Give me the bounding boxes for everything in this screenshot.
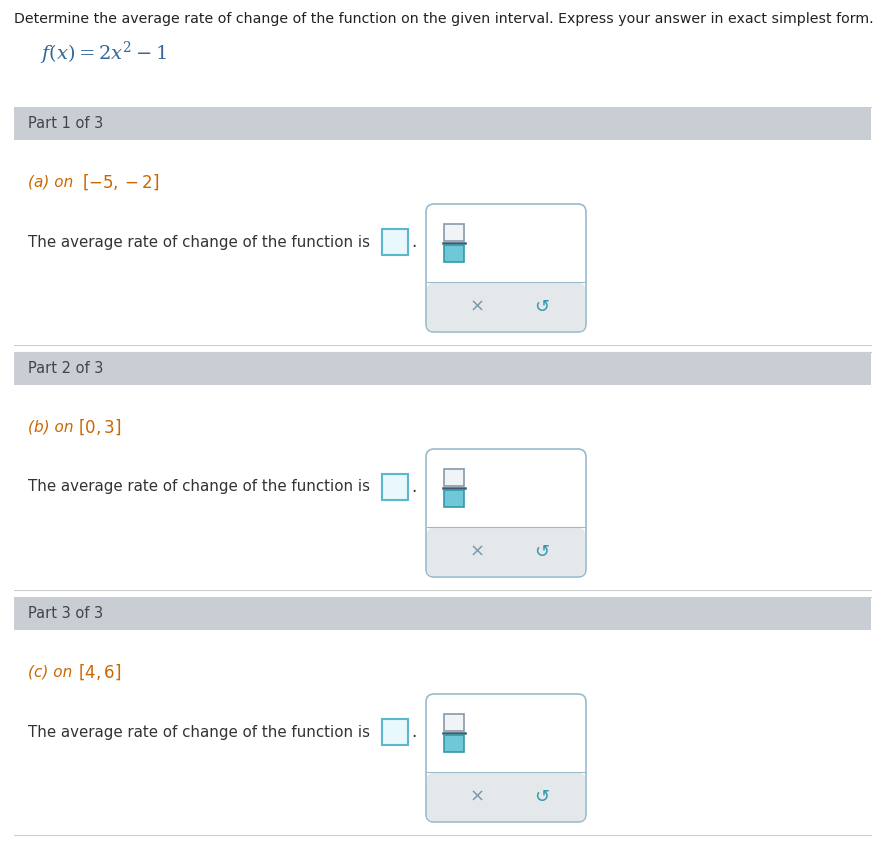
Bar xyxy=(14,107,871,140)
Text: ×: × xyxy=(470,788,485,806)
FancyBboxPatch shape xyxy=(427,528,585,576)
FancyBboxPatch shape xyxy=(444,245,464,262)
FancyBboxPatch shape xyxy=(444,469,464,486)
FancyBboxPatch shape xyxy=(427,773,585,821)
Text: ↺: ↺ xyxy=(534,543,549,561)
Text: The average rate of change of the function is: The average rate of change of the functi… xyxy=(28,480,370,494)
Text: The average rate of change of the function is: The average rate of change of the functi… xyxy=(28,724,370,740)
Bar xyxy=(14,385,871,590)
Text: .: . xyxy=(411,723,416,741)
FancyBboxPatch shape xyxy=(444,224,464,241)
FancyBboxPatch shape xyxy=(382,229,408,255)
Text: (b) on: (b) on xyxy=(28,420,79,434)
FancyBboxPatch shape xyxy=(382,474,408,500)
FancyBboxPatch shape xyxy=(444,490,464,507)
Text: (c) on: (c) on xyxy=(28,665,77,679)
Bar xyxy=(14,352,871,385)
FancyBboxPatch shape xyxy=(426,449,586,577)
Text: .: . xyxy=(411,233,416,251)
Text: Part 3 of 3: Part 3 of 3 xyxy=(28,606,104,621)
Text: Determine the average rate of change of the function on the given interval. Expr: Determine the average rate of change of … xyxy=(14,12,873,26)
Text: Part 2 of 3: Part 2 of 3 xyxy=(28,361,104,376)
Bar xyxy=(14,140,871,345)
FancyBboxPatch shape xyxy=(427,283,585,331)
Text: $[4, 6]$: $[4, 6]$ xyxy=(78,662,121,682)
Text: Part 1 of 3: Part 1 of 3 xyxy=(28,116,104,131)
Bar xyxy=(14,630,871,835)
Text: $[−5, −2]$: $[−5, −2]$ xyxy=(82,172,159,192)
Text: ↺: ↺ xyxy=(534,298,549,316)
FancyBboxPatch shape xyxy=(382,719,408,745)
Text: $f(x)=2x^{2}-1$: $f(x)=2x^{2}-1$ xyxy=(40,40,167,67)
FancyBboxPatch shape xyxy=(426,204,586,332)
Text: .: . xyxy=(411,478,416,496)
FancyBboxPatch shape xyxy=(444,735,464,752)
Text: The average rate of change of the function is: The average rate of change of the functi… xyxy=(28,235,370,249)
Text: ↺: ↺ xyxy=(534,788,549,806)
Bar xyxy=(14,597,871,630)
Text: ×: × xyxy=(470,543,485,561)
FancyBboxPatch shape xyxy=(426,694,586,822)
Text: $[0, 3]$: $[0, 3]$ xyxy=(78,417,121,437)
Text: ×: × xyxy=(470,298,485,316)
Text: (a) on: (a) on xyxy=(28,175,78,189)
FancyBboxPatch shape xyxy=(444,714,464,731)
